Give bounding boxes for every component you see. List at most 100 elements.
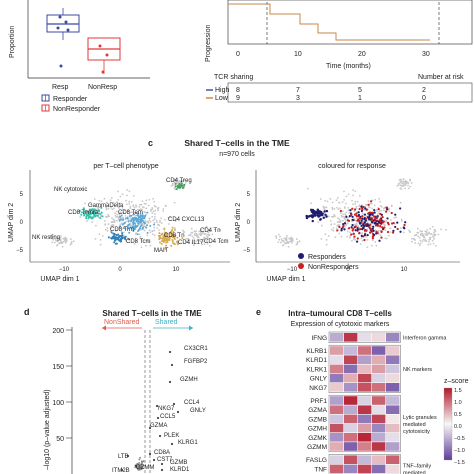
umap-cell [417,235,420,238]
umap-cell [132,205,135,208]
umap-cell [409,178,411,181]
umap-cell [112,218,115,221]
heatmap-cell [344,383,358,392]
umap-cell [133,218,136,221]
umap-cell [397,182,400,185]
umap-cell [112,235,115,238]
risk-low-count: 1 [358,95,362,102]
heatmap-cell [330,464,344,474]
umap-cell [133,213,136,216]
volcano-point [172,402,176,406]
volcano-point [148,452,152,456]
umap-cell [322,216,325,220]
umap-cell [342,224,345,227]
umap-cell [379,234,382,237]
umap-cell [116,213,118,216]
umap-cell [421,234,424,237]
umap-cell [353,235,356,238]
umap-cell [383,209,385,212]
umap-cell [157,223,159,226]
heatmap [328,331,401,474]
umap-cell [153,200,156,203]
heatmap-cell [358,355,372,364]
umap-cell [351,215,354,218]
umap-cell [348,211,351,214]
umap-cell [164,218,166,221]
umap-cell [173,201,176,204]
umap-cell [108,215,111,218]
umap-cell [163,240,166,243]
umap-cell [314,214,317,217]
umap-cell [94,237,97,240]
umap-cell [377,212,380,215]
umap-cell [80,187,83,190]
heatmap-cell [372,355,386,364]
umap-cell [97,212,100,215]
umap-cell [325,209,329,213]
umap-cell [399,181,402,184]
umap-cell [421,232,424,235]
umap-cell [137,230,140,233]
heatmap-gene-label: GZMH [308,426,327,433]
umap-cell [372,225,375,228]
umap-cell [123,209,126,212]
umap-cell [128,212,131,215]
umap-cell [125,199,127,202]
panel-b-xlabel: Time (months) [326,63,371,70]
umap-cell [364,219,367,222]
umap-cell [163,228,166,231]
umap-cell [100,211,103,214]
umap-cell [158,238,161,241]
heatmap-cell [358,423,372,433]
umap-cell [113,219,116,222]
umap-cell [344,220,347,223]
gene-label: FGFBP2 [184,359,208,365]
umap-cell [361,208,364,211]
panel-c-title: Shared T–cells in the TME [184,138,290,148]
umap-cell [119,224,121,227]
heatmap-cell [330,355,344,364]
umap-cell [56,240,59,242]
responder-point [66,28,70,32]
umap-cell [134,217,137,220]
umap-cell [354,190,357,193]
umap-cell [354,202,357,205]
heatmap-cell [386,346,400,355]
umap-cell [417,242,420,245]
umap-cell [162,210,165,212]
umap-cell [114,214,117,217]
heatmap-gene-labels: IFNG KLRB1 KLRD1 KLRK1 GNLY NKG7 PRF1 GZMA GZMB G… [306,335,328,474]
umap-cell [370,202,373,205]
heatmap-gene-label: GZMK [308,435,327,442]
umap-cell [105,206,108,209]
umap-cell [110,197,113,199]
umap-cell [393,216,396,219]
volcano-ytick: 150 [52,364,64,371]
umap-cell [371,211,374,214]
umap-cell [171,226,174,229]
umap-cell [351,229,354,232]
umap-cell [374,224,378,227]
umap-cell [351,223,354,227]
heatmap-cell [330,455,344,464]
umap-cell [211,233,214,236]
umap-cell [202,238,205,241]
volcano-point [134,464,138,468]
umap-cell [113,207,115,210]
cluster-label: NK resting [32,235,60,241]
umap-cell [377,230,380,232]
category-resp: Resp [52,84,68,91]
umap-cell [352,194,354,197]
umap-cell [380,236,383,239]
umap-cell [433,238,435,240]
umap-cell [277,233,280,236]
heatmap-cell [358,364,372,374]
umap-cell [152,219,155,222]
heatmap-cell [330,383,344,392]
umap-cell [196,238,199,241]
umap-cell [138,227,141,230]
umap-cell [351,220,353,223]
umap-cell [164,204,167,207]
umap-left-points [49,178,221,250]
umap-cell [420,232,422,235]
